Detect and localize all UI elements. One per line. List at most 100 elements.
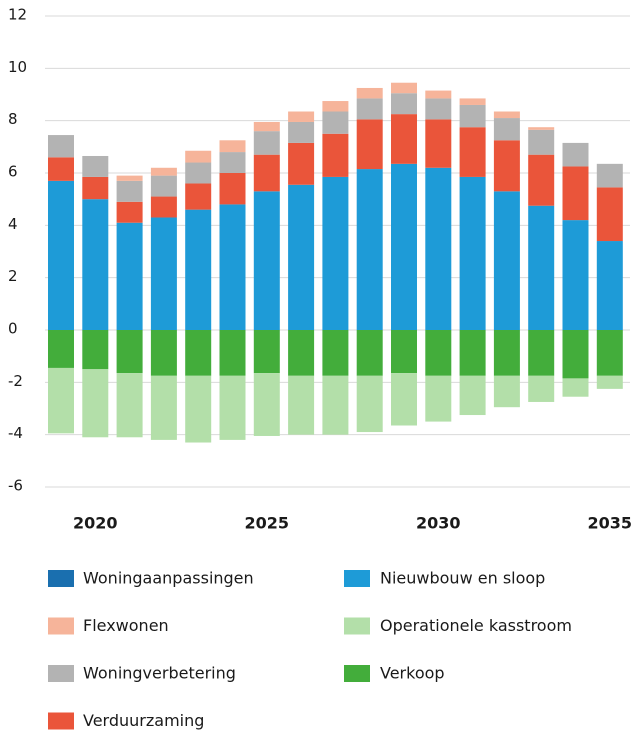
bar-segment: [322, 111, 349, 134]
bar-segment: [562, 378, 589, 397]
bar-segment: [253, 131, 280, 155]
bar-segment: [356, 98, 383, 120]
bar-segment: [562, 330, 589, 379]
bar-segment: [493, 111, 520, 119]
x-tick-label: 2025: [245, 514, 290, 533]
bar-segment: [219, 330, 246, 376]
bar-segment: [82, 330, 109, 370]
bar-segment: [459, 176, 486, 330]
bar-segment: [288, 111, 315, 122]
y-tick-label: 0: [8, 320, 18, 338]
bar-segment: [528, 129, 555, 155]
bar-segment: [528, 127, 555, 130]
bar-segment: [185, 375, 212, 443]
bar-segment: [116, 201, 143, 223]
bar-segment: [253, 373, 280, 436]
bar-segment: [219, 152, 246, 173]
bar-segment: [322, 375, 349, 435]
bar-segment: [493, 118, 520, 141]
bar-segment: [356, 169, 383, 330]
bar-segment: [288, 184, 315, 330]
bar-segment: [493, 330, 520, 376]
y-tick-label: -4: [8, 424, 23, 442]
bar-segment: [150, 330, 177, 376]
bar-segment: [150, 175, 177, 197]
bar-segment: [322, 133, 349, 177]
legend-swatch: [48, 665, 74, 682]
bar-segment: [219, 375, 246, 440]
y-tick-label: -6: [8, 477, 23, 495]
bar-segment: [562, 142, 589, 167]
bar-segment: [48, 135, 74, 158]
legend-swatch: [48, 617, 74, 635]
legend-label: Woningverbetering: [83, 664, 236, 683]
bar-segment: [562, 220, 589, 330]
bar-segment: [459, 98, 486, 105]
bar-segment: [425, 167, 452, 330]
bar-segment: [459, 330, 486, 376]
bar-segment: [459, 375, 486, 416]
bar-segment: [82, 176, 109, 200]
bar-segment: [116, 330, 143, 374]
bar-segment: [288, 121, 315, 143]
bar-segment: [150, 217, 177, 330]
bar-segment: [596, 375, 623, 389]
bar-segment: [356, 330, 383, 376]
bar-segment: [391, 330, 417, 374]
bar-segment: [356, 375, 383, 433]
bar-segment: [48, 367, 74, 434]
bar-segment: [150, 196, 177, 218]
bar-segment: [185, 209, 212, 330]
bar-segment: [219, 140, 246, 153]
bar-segment: [596, 241, 623, 330]
bar-segment: [425, 98, 452, 120]
bar-segment: [48, 157, 74, 181]
bar-segment: [48, 180, 74, 330]
bar-segment: [459, 104, 486, 128]
bar-segment: [322, 330, 349, 376]
bar-segment: [288, 142, 315, 185]
bar-segment: [425, 330, 452, 376]
legend-swatch: [344, 617, 370, 635]
bar-segment: [356, 119, 383, 170]
legend-label: Woningaanpassingen: [83, 569, 254, 588]
bar-segment: [425, 119, 452, 168]
legend-label: Verduurzaming: [83, 711, 204, 730]
bar-segment: [528, 330, 555, 376]
bar-segment: [562, 166, 589, 221]
bar-segment: [82, 199, 109, 330]
bar-segment: [116, 175, 143, 181]
x-tick-label: 2020: [73, 514, 118, 533]
bar-segment: [288, 375, 315, 435]
bar-segment: [322, 101, 349, 112]
bar-segment: [253, 191, 280, 330]
bar-segment: [185, 162, 212, 184]
bar-segment: [596, 163, 623, 188]
bar-segment: [356, 87, 383, 99]
bar-segment: [459, 127, 486, 177]
bar-segment: [493, 375, 520, 408]
bar-segment: [253, 154, 280, 192]
bar-segment: [391, 82, 417, 94]
bar-segment: [425, 375, 452, 422]
bar-segment: [391, 93, 417, 115]
bar-segment: [150, 167, 177, 176]
bar-segment: [528, 154, 555, 206]
bar-segment: [48, 330, 74, 368]
bar-segment: [288, 330, 315, 376]
bar-segment: [150, 375, 177, 440]
bar-segment: [528, 375, 555, 402]
y-tick-label: 10: [8, 58, 27, 76]
legend-swatch: [344, 570, 370, 587]
bar-segment: [322, 176, 349, 330]
x-tick-label: 2035: [588, 514, 632, 533]
legend-label: Operationele kasstroom: [380, 616, 572, 635]
legend-swatch: [48, 570, 74, 587]
legend-swatch: [48, 712, 74, 730]
bar-segment: [219, 173, 246, 205]
bar-segment: [116, 180, 143, 202]
bar-segment: [116, 222, 143, 330]
legend-label: Flexwonen: [83, 616, 169, 635]
bar-segment: [82, 155, 109, 177]
bar-segment: [116, 373, 143, 438]
